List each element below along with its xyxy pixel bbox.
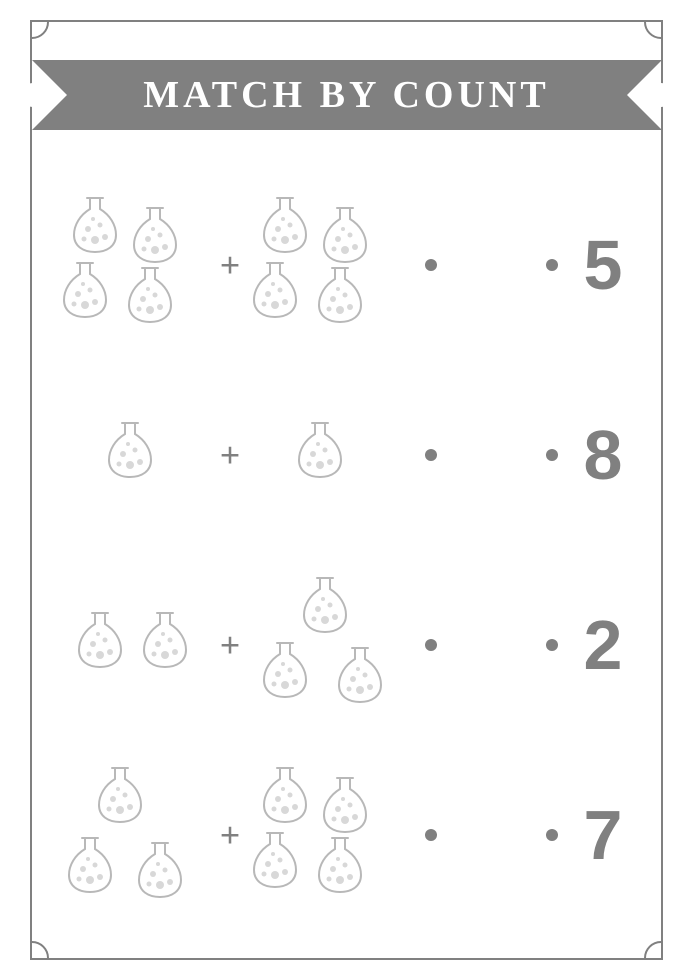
flask-group xyxy=(250,765,400,905)
flask-icon xyxy=(95,765,145,825)
flask-icon xyxy=(60,260,110,320)
plus-symbol: + xyxy=(210,814,250,856)
flask-group xyxy=(60,385,210,525)
flask-icon xyxy=(320,205,370,265)
flask-icon xyxy=(70,195,120,255)
flask-icon xyxy=(315,835,365,895)
match-dot-left[interactable] xyxy=(425,829,437,841)
flask-group xyxy=(60,765,210,905)
flask-icon xyxy=(300,575,350,635)
flask-group xyxy=(60,195,210,335)
plus-symbol: + xyxy=(210,624,250,666)
flask-icon xyxy=(260,640,310,700)
flask-icon xyxy=(105,420,155,480)
flask-group xyxy=(60,575,210,715)
flask-icon xyxy=(135,840,185,900)
corner-notch xyxy=(644,941,678,975)
match-dot-right[interactable] xyxy=(546,639,558,651)
flask-icon xyxy=(65,835,115,895)
flask-group xyxy=(250,195,400,335)
flask-group xyxy=(250,575,400,715)
flask-icon xyxy=(250,260,300,320)
flask-icon xyxy=(315,265,365,325)
answer-number: 5 xyxy=(573,225,633,305)
equation-row: + 8 xyxy=(60,380,633,530)
match-dot-right[interactable] xyxy=(546,449,558,461)
flask-icon xyxy=(260,195,310,255)
plus-symbol: + xyxy=(210,244,250,286)
match-dot-right[interactable] xyxy=(546,259,558,271)
match-dot-right[interactable] xyxy=(546,829,558,841)
plus-symbol: + xyxy=(210,434,250,476)
flask-icon xyxy=(260,765,310,825)
equation-row: + 2 xyxy=(60,570,633,720)
flask-icon xyxy=(335,645,385,705)
flask-group xyxy=(250,385,400,525)
answer-number: 2 xyxy=(573,605,633,685)
corner-notch xyxy=(644,5,678,39)
corner-notch xyxy=(15,941,49,975)
flask-icon xyxy=(295,420,345,480)
flask-icon xyxy=(75,610,125,670)
equation-row: + 7 xyxy=(60,760,633,910)
equation-row: + 5 xyxy=(60,190,633,340)
flask-icon xyxy=(250,830,300,890)
match-dot-left[interactable] xyxy=(425,259,437,271)
flask-icon xyxy=(125,265,175,325)
match-dot-left[interactable] xyxy=(425,449,437,461)
match-dot-left[interactable] xyxy=(425,639,437,651)
flask-icon xyxy=(130,205,180,265)
flask-icon xyxy=(140,610,190,670)
worksheet-area: + 5 xyxy=(60,170,633,930)
answer-number: 8 xyxy=(573,415,633,495)
flask-icon xyxy=(320,775,370,835)
corner-notch xyxy=(15,5,49,39)
answer-number: 7 xyxy=(573,795,633,875)
